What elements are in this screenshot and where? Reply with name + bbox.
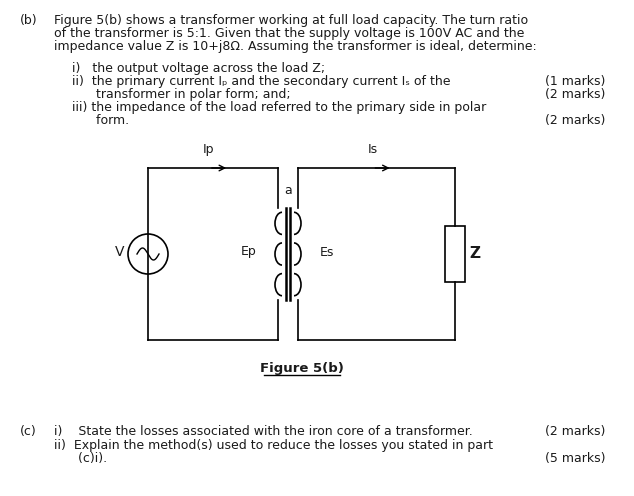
- Text: Figure 5(b) shows a transformer working at full load capacity. The turn ratio: Figure 5(b) shows a transformer working …: [54, 14, 528, 27]
- Text: ii)  Explain the method(s) used to reduce the losses you stated in part: ii) Explain the method(s) used to reduce…: [54, 439, 493, 452]
- Text: form.: form.: [72, 114, 129, 127]
- Text: (2 marks): (2 marks): [545, 425, 605, 438]
- Text: transformer in polar form; and;: transformer in polar form; and;: [72, 88, 290, 101]
- Text: i)   the output voltage across the load Z;: i) the output voltage across the load Z;: [72, 62, 325, 75]
- Text: i)    State the losses associated with the iron core of a transformer.: i) State the losses associated with the …: [54, 425, 473, 438]
- Bar: [445, 226, 465, 282]
- Text: Z: Z: [469, 247, 480, 261]
- Text: (c)i).: (c)i).: [54, 452, 107, 465]
- Text: Figure 5(b): Figure 5(b): [259, 362, 344, 375]
- Text: Ip: Ip: [204, 143, 215, 156]
- Text: iii) the impedance of the load referred to the primary side in polar: iii) the impedance of the load referred …: [72, 101, 486, 114]
- Text: impedance value Z is 10+j8Ω. Assuming the transformer is ideal, determine:: impedance value Z is 10+j8Ω. Assuming th…: [54, 40, 537, 53]
- Text: (5 marks): (5 marks): [545, 452, 605, 465]
- Text: Is: Is: [368, 143, 378, 156]
- Text: (2 marks): (2 marks): [545, 114, 605, 127]
- Text: Ep: Ep: [240, 246, 256, 258]
- Text: (c): (c): [20, 425, 37, 438]
- Text: V: V: [115, 245, 124, 259]
- Text: (1 marks): (1 marks): [545, 75, 605, 88]
- Text: (2 marks): (2 marks): [545, 88, 605, 101]
- Text: a: a: [284, 184, 292, 196]
- Text: ii)  the primary current Iₚ and the secondary current Iₛ of the: ii) the primary current Iₚ and the secon…: [72, 75, 451, 88]
- Text: (b): (b): [20, 14, 37, 27]
- Text: Es: Es: [320, 246, 334, 258]
- Text: of the transformer is 5:1. Given that the supply voltage is 100V AC and the: of the transformer is 5:1. Given that th…: [54, 27, 524, 40]
